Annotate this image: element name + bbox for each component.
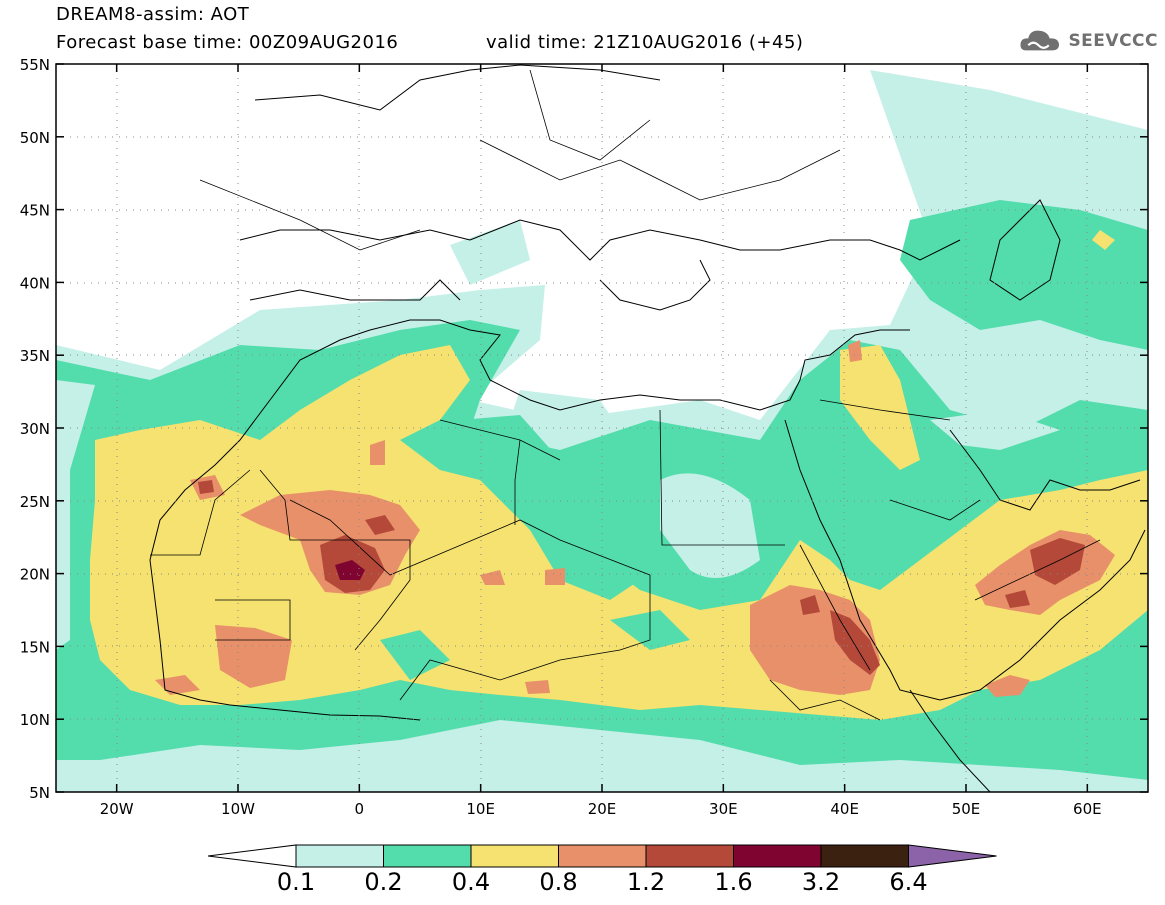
colorbar-box <box>733 844 822 868</box>
colorbar-low-arrow <box>207 844 297 868</box>
country-borders <box>150 69 1101 721</box>
aot-level-0.4 <box>90 230 1148 720</box>
seevccc-logo: SEEVCCC <box>1018 24 1158 58</box>
lat-label: 20N <box>20 566 50 584</box>
longitude-axis: 20W 10W 0 10E 20E 30E 40E 50E 60E <box>100 64 1102 818</box>
lat-label: 15N <box>20 638 50 656</box>
colorbar-box <box>558 844 647 868</box>
aot-level-1.6 <box>335 560 365 580</box>
lon-label: 30E <box>709 800 738 818</box>
lat-label: 45N <box>20 202 50 220</box>
colorbar <box>207 844 997 868</box>
map-title: DREAM8-assim: AOT <box>56 4 250 25</box>
colorbar-box <box>645 844 734 868</box>
coastlines <box>149 64 1146 792</box>
colorbar-high-arrow <box>908 844 997 868</box>
lon-label: 10E <box>466 800 495 818</box>
latitude-axis: 55N 50N 45N 40N 35N 30N 25N 20N 15N 10N 5N <box>20 56 1148 802</box>
forecast-base-time: Forecast base time: 00Z09AUG2016 <box>56 32 399 53</box>
lat-label: 50N <box>20 129 50 147</box>
lon-label: 20W <box>100 800 134 818</box>
lat-label: 10N <box>20 711 50 729</box>
lat-label: 5N <box>29 784 50 802</box>
lat-label: 30N <box>20 420 50 438</box>
lon-label: 20E <box>588 800 617 818</box>
lat-label: 25N <box>20 493 50 511</box>
valid-time: valid time: 21Z10AUG2016 (+45) <box>486 32 804 53</box>
aot-level-0.1-pockets <box>510 390 1060 578</box>
lat-label: 55N <box>20 56 50 74</box>
colorbar-label: 1.6 <box>714 868 753 896</box>
colorbar-box <box>820 844 909 868</box>
colorbar-box <box>470 844 559 868</box>
cloud-icon <box>1020 30 1060 51</box>
colorbar-label: 0.8 <box>539 868 578 896</box>
lon-label: 60E <box>1073 800 1102 818</box>
lon-label: 10W <box>221 800 255 818</box>
colorbar-label: 6.4 <box>889 868 928 896</box>
colorbar-label: 3.2 <box>801 868 841 896</box>
lon-label: 0 <box>355 800 365 818</box>
lon-label: 40E <box>830 800 859 818</box>
colorbar-box <box>383 844 472 868</box>
logo-text: SEEVCCC <box>1068 31 1158 51</box>
colorbar-label: 0.1 <box>276 868 316 896</box>
colorbar-label: 1.2 <box>626 868 666 896</box>
lat-label: 40N <box>20 274 50 292</box>
lat-label: 35N <box>20 347 50 365</box>
colorbar-label: 0.4 <box>451 868 491 896</box>
colorbar-box <box>295 844 384 868</box>
lon-label: 50E <box>952 800 981 818</box>
colorbar-label: 0.2 <box>364 868 403 896</box>
aot-field <box>56 64 1148 792</box>
graticule <box>56 64 1148 792</box>
